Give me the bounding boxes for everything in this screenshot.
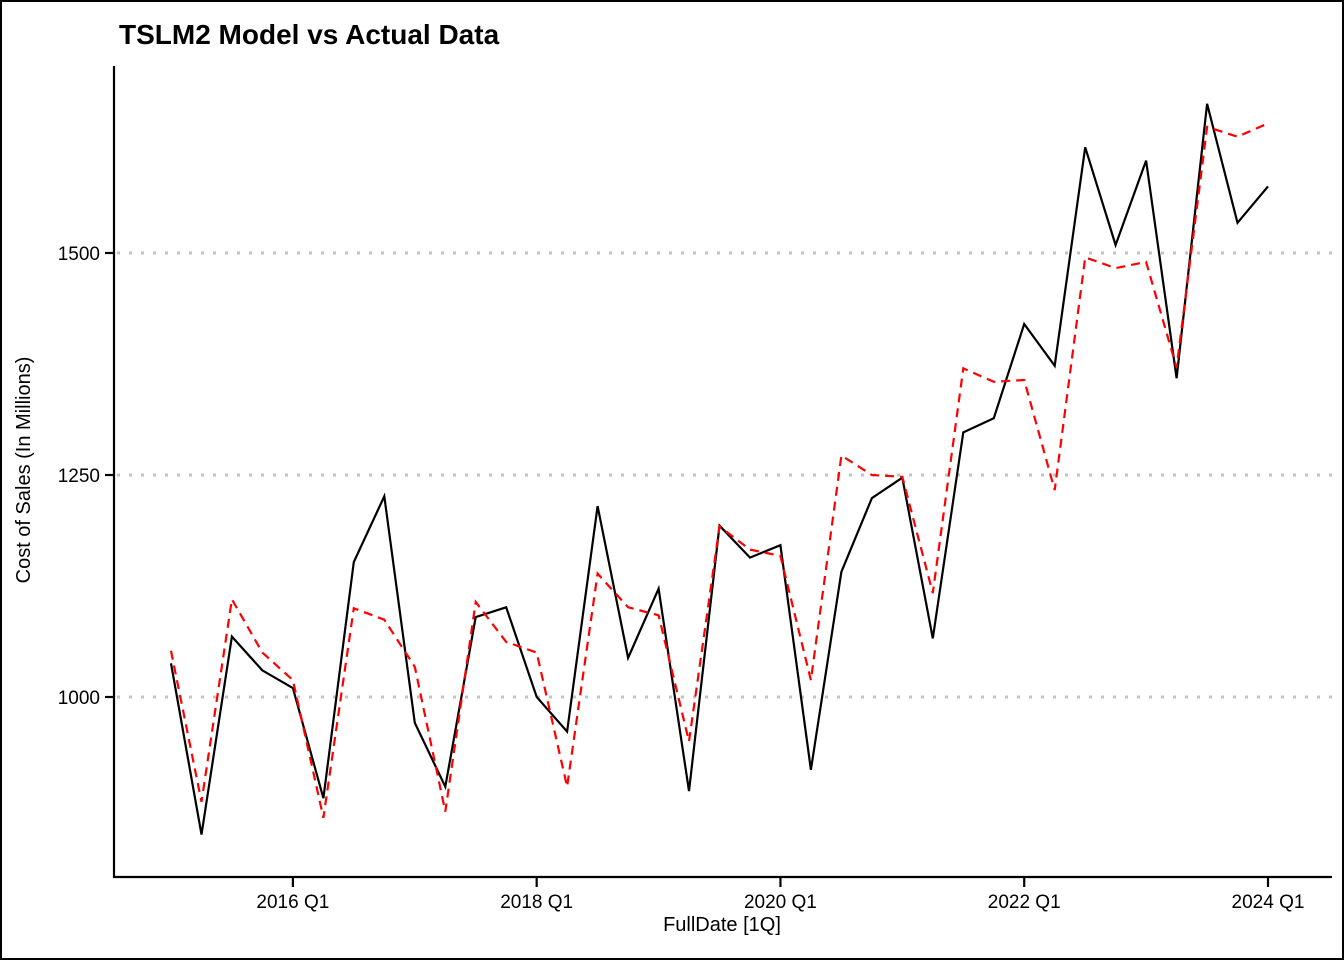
x-axis-title: FullDate [1Q] <box>663 914 781 936</box>
actual-series-line <box>169 103 1269 835</box>
x-tick-label-2022-Q1: 2022 Q1 <box>988 892 1061 913</box>
tick-labels: 1000 1250 1500 2016 Q1 2018 Q1 2020 Q1 2022 Q1… <box>58 244 1305 913</box>
chart-title: TSLM2 Model vs Actual Data <box>119 19 500 50</box>
x-tick-label-2016-Q1: 2016 Q1 <box>256 892 329 913</box>
tick-marks <box>105 251 1270 887</box>
series-lines <box>169 103 1269 835</box>
x-tick-label-2024-Q1: 2024 Q1 <box>1232 892 1305 913</box>
fitted-series-line <box>169 122 1269 819</box>
x-tick-label-2020-Q1: 2020 Q1 <box>744 892 817 913</box>
y-tick-label-1000: 1000 <box>58 688 100 709</box>
y-axis-title: Cost of Sales (In Millions) <box>13 357 35 584</box>
y-tick-label-1250: 1250 <box>58 466 100 487</box>
gridlines <box>117 251 1336 699</box>
y-tick-label-1500: 1500 <box>58 244 100 265</box>
axes <box>112 66 1332 879</box>
x-tick-label-2018-Q1: 2018 Q1 <box>500 892 573 913</box>
